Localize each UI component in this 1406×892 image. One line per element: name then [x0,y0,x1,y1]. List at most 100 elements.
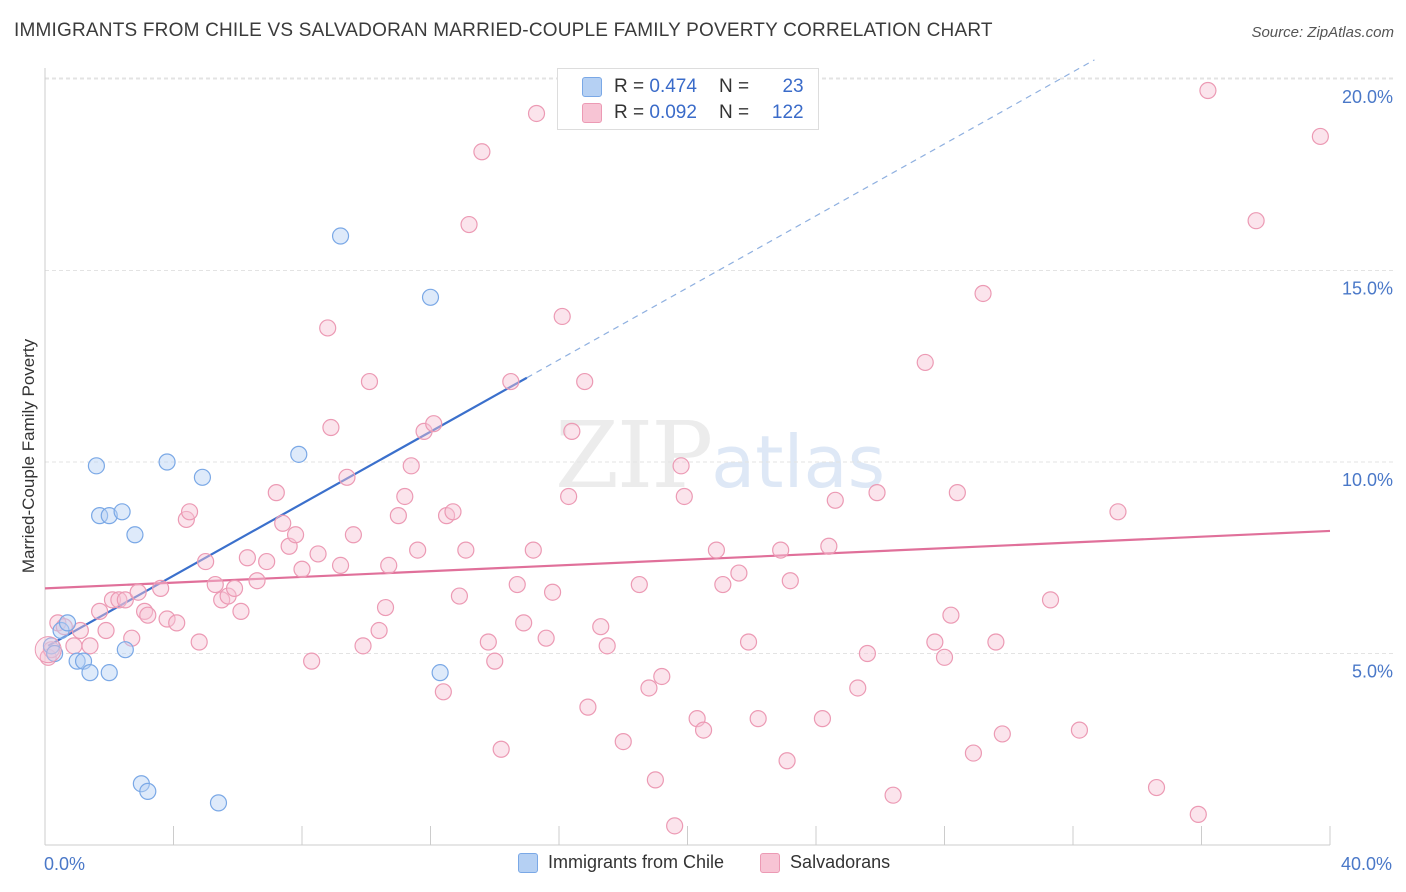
point-salvadorans [190,633,208,651]
point-salvadorans [1199,81,1217,100]
point-salvadorans [103,591,122,609]
point-chile [91,507,109,525]
point-salvadorans [331,556,350,575]
point-salvadorans [492,740,510,758]
point-salvadorans [129,583,147,601]
point-salvadorans [81,637,99,655]
point-salvadorans [948,484,966,502]
point-salvadorans [1070,721,1089,739]
point-salvadorans [576,372,594,391]
chile-r-value: 0.474 [649,76,697,97]
point-salvadorans [502,372,520,391]
watermark: ZIPatlas [555,402,885,509]
trend-lines [44,59,1331,647]
point-salvadorans [303,652,321,670]
point-salvadorans [508,575,526,594]
point-salvadorans [389,507,407,525]
tick-labels: 0.0% 40.0% 5.0% 10.0% 15.0% 20.0% [44,87,1393,874]
point-salvadorans [579,698,597,716]
stats-legend: R = 0.474 N = 23 R = 0.092 N = 122 [557,68,819,130]
point-chile [431,664,449,682]
point-salvadorans [1311,127,1329,146]
x-tick-label: 40.0% [1341,854,1392,874]
x-tick-label: 0.0% [44,854,85,874]
point-salvadorans [486,652,504,670]
point-salvadorans [322,418,340,437]
chile-n-label: N = [718,76,750,97]
point-salvadorans [425,415,443,433]
point-salvadorans [1147,778,1166,797]
point-salvadorans [197,552,215,571]
point-salvadorans [942,606,960,624]
point-salvadorans [964,744,983,762]
point-salvadorans [434,683,452,701]
point-salvadorans [527,104,546,123]
salv-r-value: 0.092 [649,102,697,123]
point-chile [58,614,77,632]
legend-swatch-chile [518,852,538,873]
point-salvadorans [232,602,250,620]
point-chile [100,507,118,525]
point-salvadorans [884,786,902,804]
series-legend: Immigrants from Chile Salvadorans [518,852,926,873]
y-axis-label: Married-Couple Family Poverty [19,338,38,574]
point-salvadorans [274,514,292,532]
point-salvadorans [248,572,266,590]
point-salvadorans [778,752,796,770]
point-salvadorans [444,503,462,521]
point-salvadorans [1041,591,1060,609]
point-salvadorans [553,307,571,326]
point-salvadorans [543,583,562,601]
point-salvadorans [376,598,395,617]
point-salvadorans [180,503,199,521]
y-tick-label: 15.0% [1342,279,1393,299]
point-salvadorans [309,545,327,563]
point-salvadorans [370,621,388,640]
chile-r-label: R = [614,76,645,97]
point-salvadorans [168,614,186,632]
point-cluster-origin [34,636,62,664]
point-salvadorans [916,353,934,372]
salv-r-label: R = [614,102,645,123]
point-salvadorans [560,487,578,506]
stats-row-salvadorans: R = 0.092 N = 122 [582,102,804,124]
point-salvadorans [987,633,1005,651]
point-salvadorans [653,667,671,686]
chile-swatch [582,77,602,97]
point-salvadorans [592,618,610,636]
point-salvadorans [1109,503,1127,521]
data-points [34,81,1329,835]
point-salvadorans [858,644,877,663]
point-salvadorans [974,284,992,303]
point-chile [87,457,106,475]
point-salvadorans [640,679,658,697]
point-chile [331,227,350,245]
salvadorans-swatch [582,103,602,123]
point-chile [209,794,228,812]
point-salvadorans [206,575,224,594]
point-salvadorans [935,648,954,666]
point-salvadorans [71,621,89,640]
point-chile [68,652,86,670]
axes [44,68,1331,846]
point-salvadorans [65,637,83,655]
point-salvadorans [849,679,867,697]
point-chile [158,453,176,471]
point-chile [290,445,308,463]
trend-line-salvadorans [44,529,1331,590]
point-salvadorans [152,579,170,597]
point-salvadorans [707,541,726,559]
point-salvadorans [781,572,799,590]
point-salvadorans [139,606,157,624]
y-tick-label: 10.0% [1342,470,1393,490]
point-salvadorans [380,556,398,575]
point-chile [193,468,212,486]
point-salvadorans [319,319,337,337]
point-salvadorans [730,564,748,582]
point-chile [421,288,440,306]
point-salvadorans [238,549,256,567]
point-salvadorans [402,457,420,475]
point-chile [113,503,131,521]
point-salvadorans [1189,805,1207,823]
